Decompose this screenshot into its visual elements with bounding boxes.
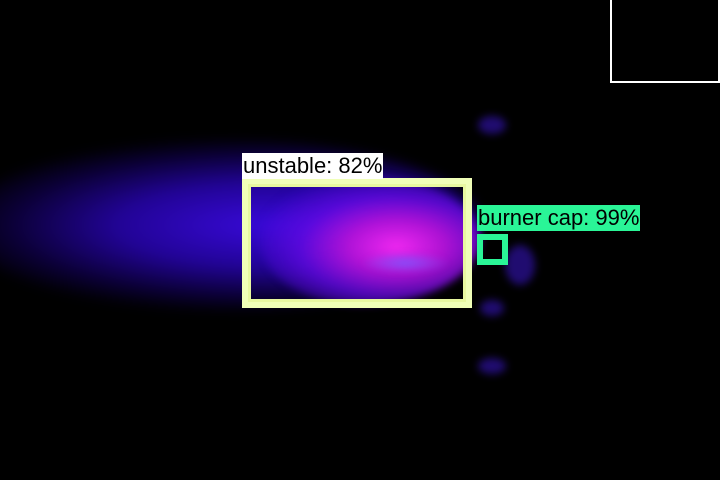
burner-port (478, 116, 506, 134)
burner-port (478, 358, 506, 374)
unstable-detection-box-inner (248, 184, 466, 302)
burner-cap-detection-box (477, 234, 508, 265)
flame-core (260, 175, 480, 305)
unstable-detection-label: unstable: 82% (242, 153, 384, 179)
burner-port (505, 245, 535, 285)
unstable-detection-box (242, 178, 472, 308)
burner-cap-detection-label: burner cap: 99% (477, 205, 641, 231)
burner-port (480, 300, 504, 316)
flame-streak (360, 252, 450, 274)
corner-frame (610, 0, 720, 83)
